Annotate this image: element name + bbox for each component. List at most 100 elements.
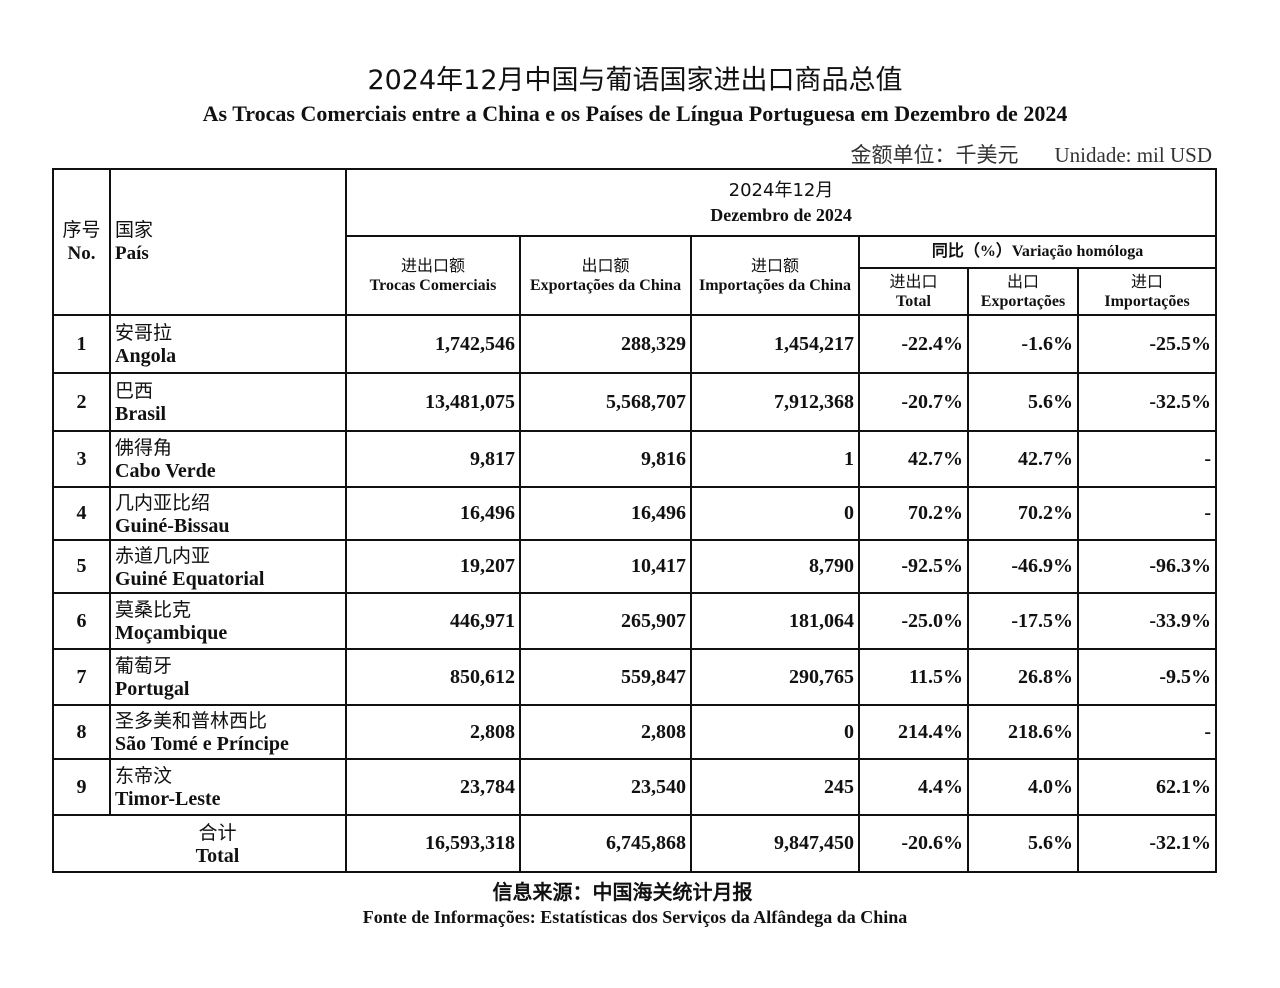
cell-yi: -96.3%: [1076, 539, 1218, 594]
cell-exp: 2,808: [519, 704, 692, 760]
unit-cn: 金额单位：千美元: [850, 143, 1019, 167]
cell-yi: 62.1%: [1076, 758, 1218, 816]
cell-imp: 0: [690, 486, 860, 541]
cell-ye: 218.6%: [967, 704, 1079, 760]
row-country: 圣多美和普林西比 São Tomé e Príncipe: [109, 704, 347, 760]
table-row: 3 佛得角 Cabo Verde 9,817 9,816 1 42.7% 42.7% -: [52, 430, 1218, 488]
source-portuguese: Fonte de Informações: Estatísticas dos S…: [362, 907, 908, 927]
table-row: 6 莫桑比克 Moçambique 446,971 265,907 181,064 -25.…: [52, 592, 1218, 650]
cell-trade: 446,971: [345, 592, 521, 650]
header-exports: 出口额 Exportações da China: [519, 235, 692, 316]
cell-trade: 19,207: [345, 539, 521, 594]
cell-ye: 4.0%: [967, 758, 1079, 816]
total-yt: -20.6%: [858, 814, 969, 873]
cell-yt: 11.5%: [858, 648, 969, 706]
cell-yi: -9.5%: [1076, 648, 1218, 706]
cell-yi: -25.5%: [1076, 314, 1218, 374]
cell-exp: 265,907: [519, 592, 692, 650]
cell-imp: 0: [690, 704, 860, 760]
table-row: 2 巴西 Brasil 13,481,075 5,568,707 7,912,368 -20…: [52, 372, 1218, 432]
cell-exp: 9,816: [519, 430, 692, 488]
row-no: 5: [52, 539, 111, 594]
cell-imp: 1,454,217: [690, 314, 860, 374]
cell-imp: 245: [690, 758, 860, 816]
row-country: 葡萄牙 Portugal: [109, 648, 347, 706]
table-row: 7 葡萄牙 Portugal 850,612 559,847 290,765 11.5% 26…: [52, 648, 1218, 706]
table-row: 9 东帝汶 Timor-Leste 23,784 23,540 245 4.4% 4.0% 62…: [52, 758, 1218, 816]
header-trade: 进出口额 Trocas Comerciais: [345, 235, 521, 316]
row-country: 佛得角 Cabo Verde: [109, 430, 347, 488]
header-yoy-total: 进出口 Total: [858, 267, 969, 316]
cell-imp: 1: [690, 430, 860, 488]
total-row: 合计 Total 16,593,318 6,745,868 9,847,450 -20.6…: [52, 814, 1218, 873]
title-chinese: 2024年12月中国与葡语国家进出口商品总值: [367, 65, 903, 96]
cell-trade: 23,784: [345, 758, 521, 816]
row-no: 2: [52, 372, 111, 432]
unit-pt: Unidade: mil USD: [1054, 143, 1213, 167]
cell-trade: 2,808: [345, 704, 521, 760]
cell-yt: -25.0%: [858, 592, 969, 650]
cell-ye: -1.6%: [967, 314, 1079, 374]
cell-imp: 7,912,368: [690, 372, 860, 432]
total-label: 合计 Total: [52, 814, 347, 873]
cell-trade: 16,496: [345, 486, 521, 541]
row-country: 莫桑比克 Moçambique: [109, 592, 347, 650]
row-no: 7: [52, 648, 111, 706]
cell-ye: 42.7%: [967, 430, 1079, 488]
cell-trade: 850,612: [345, 648, 521, 706]
cell-imp: 181,064: [690, 592, 860, 650]
cell-yt: -92.5%: [858, 539, 969, 594]
header-yoy-imports: 进口 Importações: [1076, 267, 1218, 316]
cell-yt: 42.7%: [858, 430, 969, 488]
table-row: 4 几内亚比绍 Guiné-Bissau 16,496 16,496 0 70.2% 70.2…: [52, 486, 1218, 541]
cell-exp: 10,417: [519, 539, 692, 594]
cell-ye: -17.5%: [967, 592, 1079, 650]
title-portuguese: As Trocas Comerciais entre a China e os …: [202, 101, 1068, 126]
cell-ye: 5.6%: [967, 372, 1079, 432]
cell-trade: 13,481,075: [345, 372, 521, 432]
header-imports: 进口额 Importações da China: [690, 235, 860, 316]
row-no: 6: [52, 592, 111, 650]
header-yoy: 同比（%）Variação homóloga: [857, 235, 1218, 269]
cell-exp: 5,568,707: [519, 372, 692, 432]
cell-exp: 16,496: [519, 486, 692, 541]
table-row: 1 安哥拉 Angola 1,742,546 288,329 1,454,217 -22.4…: [52, 314, 1218, 374]
cell-imp: 8,790: [690, 539, 860, 594]
source-chinese: 信息来源：中国海关统计月报: [492, 880, 753, 904]
cell-ye: -46.9%: [967, 539, 1079, 594]
cell-ye: 70.2%: [967, 486, 1079, 541]
row-no: 1: [52, 314, 111, 374]
cell-trade: 9,817: [345, 430, 521, 488]
cell-ye: 26.8%: [967, 648, 1079, 706]
cell-yt: 214.4%: [858, 704, 969, 760]
cell-imp: 290,765: [690, 648, 860, 706]
cell-yi: -32.5%: [1076, 372, 1218, 432]
cell-trade: 1,742,546: [345, 314, 521, 374]
table-row: 8 圣多美和普林西比 São Tomé e Príncipe 2,808 2,808 0 2…: [52, 704, 1218, 760]
row-country: 东帝汶 Timor-Leste: [109, 758, 347, 816]
row-country: 几内亚比绍 Guiné-Bissau: [109, 486, 347, 541]
trade-table: 序号 No. 国家 País 2024年12月 Dezembro de 2024 进出…: [52, 168, 1218, 873]
cell-yi: -: [1076, 430, 1218, 488]
total-imp: 9,847,450: [690, 814, 860, 873]
row-no: 9: [52, 758, 111, 816]
cell-yi: -33.9%: [1076, 592, 1218, 650]
total-exp: 6,745,868: [519, 814, 692, 873]
row-no: 8: [52, 704, 111, 760]
cell-yt: 70.2%: [858, 486, 969, 541]
cell-yt: -22.4%: [858, 314, 969, 374]
cell-yt: -20.7%: [858, 372, 969, 432]
total-yi: -32.1%: [1076, 814, 1218, 873]
cell-exp: 288,329: [519, 314, 692, 374]
total-ye: 5.6%: [967, 814, 1079, 873]
header-period: 2024年12月 Dezembro de 2024: [344, 168, 1218, 237]
cell-yi: -: [1076, 704, 1218, 760]
unit-label: 金额单位：千美元 Unidade: mil USD: [851, 139, 1213, 169]
total-trade: 16,593,318: [345, 814, 521, 873]
cell-exp: 559,847: [519, 648, 692, 706]
row-country: 巴西 Brasil: [109, 372, 347, 432]
header-country: 国家 País: [109, 168, 347, 316]
row-no: 3: [52, 430, 111, 488]
row-country: 赤道几内亚 Guiné Equatorial: [109, 539, 347, 594]
row-country: 安哥拉 Angola: [109, 314, 347, 374]
